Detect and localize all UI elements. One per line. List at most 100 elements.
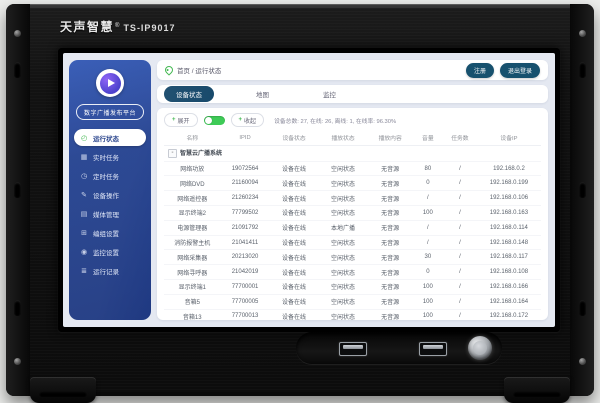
mount-slot xyxy=(14,300,21,316)
table-row: 网络采集器 20213020 设备在线 空闲状态 无音源 30/192.168.0.117 xyxy=(164,249,541,266)
table-cell: 无音源 xyxy=(367,264,413,280)
device-status-link[interactable]: 设备在线 xyxy=(269,175,319,192)
table-cell: 电源管理器 xyxy=(164,220,221,236)
mount-slot xyxy=(14,62,21,78)
model-number: TS-IP9017 xyxy=(123,23,176,33)
table-cell: 192.168.0.114 xyxy=(476,220,541,236)
menu-label: 实时任务 xyxy=(93,154,119,162)
device-status-link[interactable]: 设备在线 xyxy=(269,161,319,177)
tab-0[interactable]: 设备状态 xyxy=(164,86,214,102)
menu-icon: ◉ xyxy=(80,248,88,256)
table-cell: 20213020 xyxy=(220,249,270,266)
table-cell: 21260234 xyxy=(220,190,270,207)
sidebar-item-7[interactable]: ≣ 运行记录 xyxy=(74,262,146,279)
rack-ear-right xyxy=(570,4,594,396)
device-status-link[interactable]: 设备在线 xyxy=(269,279,319,295)
table-cell: 无音源 xyxy=(367,294,413,310)
expand-all-button[interactable]: + 展开 xyxy=(164,113,198,127)
table-cell: / xyxy=(442,264,477,280)
table-cell: 0 xyxy=(412,175,443,192)
table-cell: 192.168.0.108 xyxy=(476,264,541,280)
sidebar-item-3[interactable]: ✎ 设备操作 xyxy=(74,186,146,203)
menu-label: 运行状态 xyxy=(93,135,119,143)
rack-handle-left xyxy=(30,377,96,403)
sidebar-item-1[interactable]: ▦ 实时任务 xyxy=(74,148,146,165)
device-status-link[interactable]: 设备在线 xyxy=(269,205,319,221)
platform-name-badge: 数字广播发布平台 xyxy=(76,104,144,120)
table-cell: / xyxy=(442,294,477,310)
table-cell: 空闲状态 xyxy=(318,264,368,280)
device-status-link[interactable]: 设备在线 xyxy=(269,264,319,280)
table-cell: / xyxy=(442,235,477,251)
table-toolbar: + 展开 + 收起 设备总数: 27, 在线: 26, 离线: 1, 在线率: … xyxy=(164,113,541,127)
device-status-link[interactable]: 设备在线 xyxy=(269,309,319,320)
tabs-bar: 设备状态 地图 监控 xyxy=(157,85,548,103)
sidebar-item-0[interactable]: ◴ 运行状态 xyxy=(74,129,146,146)
table-cell: / xyxy=(412,220,443,236)
tab-1[interactable]: 地图 xyxy=(256,92,269,99)
table-row: 音箱13 77700013 设备在线 空闲状态 无音源 100/192.168.0.172 xyxy=(164,309,541,320)
table-cell: / xyxy=(442,249,477,266)
table-cell: / xyxy=(442,220,477,236)
table-cell: 100 xyxy=(412,294,443,310)
table-cell: 100 xyxy=(412,205,443,221)
table-cell: 77700001 xyxy=(220,279,270,295)
mount-slot xyxy=(579,182,586,198)
menu-label: 编组设置 xyxy=(93,230,119,238)
sidebar-item-4[interactable]: ▤ 媒体管理 xyxy=(74,205,146,222)
menu-icon: ✎ xyxy=(81,191,87,199)
table-row: 网络遥控器 21260234 设备在线 空闲状态 无音源 //192.168.0.106 xyxy=(164,190,541,207)
header-button-0[interactable]: 注册 xyxy=(465,62,494,78)
expand-label: 展开 xyxy=(177,118,190,125)
collapse-expander-icon[interactable]: - xyxy=(168,149,177,159)
device-status-link[interactable]: 设备在线 xyxy=(269,235,319,251)
table-row: 显示终端2 77799502 设备在线 空闲状态 无音源 100/192.168.0.16… xyxy=(164,205,541,221)
table-cell: 空闲状态 xyxy=(318,190,368,207)
rack-ear-left xyxy=(6,4,30,396)
table-cell: 80 xyxy=(412,161,443,177)
menu-icon: ⊞ xyxy=(81,229,87,237)
table-cell: 无音源 xyxy=(367,249,413,266)
collapse-all-button[interactable]: + 收起 xyxy=(230,113,265,127)
table-cell: 192.168.0.2 xyxy=(476,161,541,177)
table-cell: 192.168.0.106 xyxy=(476,190,541,207)
table-cell: 空闲状态 xyxy=(318,279,368,295)
table-row: 消防报警主机 21041411 设备在线 空闲状态 无音源 //192.168.0.148 xyxy=(164,235,541,251)
table-cell: 192.168.0.117 xyxy=(476,249,541,266)
device-status-link[interactable]: 设备在线 xyxy=(269,249,319,266)
menu-label: 监控设置 xyxy=(93,249,119,257)
brand-name: 天声智慧 xyxy=(60,20,115,34)
device-status-link[interactable]: 设备在线 xyxy=(269,294,319,310)
device-status-link[interactable]: 设备在线 xyxy=(269,220,319,236)
table-cell: 音箱13 xyxy=(164,309,221,320)
table-cell: 77700005 xyxy=(220,294,270,310)
power-button[interactable] xyxy=(468,336,492,360)
table-cell: 21042019 xyxy=(220,264,270,280)
column-header: 任务数 xyxy=(442,130,477,146)
menu-label: 媒体管理 xyxy=(93,211,119,219)
column-header: 播放状态 xyxy=(318,130,368,146)
device-status-link[interactable]: 设备在线 xyxy=(269,190,319,207)
table-cell: 192.168.0.164 xyxy=(476,294,541,310)
table-cell: / xyxy=(442,205,477,221)
plus-icon: + xyxy=(172,117,176,123)
sidebar-item-6[interactable]: ◉ 监控设置 xyxy=(74,243,146,260)
table-cell: 显示终端1 xyxy=(164,279,221,295)
table-cell: / xyxy=(442,309,477,320)
column-header: 设备IP xyxy=(476,130,541,146)
collapse-label: 收起 xyxy=(244,118,257,125)
table-cell: 网络采集器 xyxy=(164,249,221,266)
group-row[interactable]: - 智慧云广播系统 xyxy=(164,145,541,162)
header-button-1[interactable]: 退出登录 xyxy=(499,62,540,78)
table-cell: 无音源 xyxy=(367,161,413,177)
menu-label: 运行记录 xyxy=(93,268,119,276)
tab-2[interactable]: 监控 xyxy=(323,92,336,99)
sidebar-item-2[interactable]: ◷ 定时任务 xyxy=(74,167,146,184)
table-cell: 无音源 xyxy=(367,190,413,207)
sidebar-item-5[interactable]: ⊞ 编组设置 xyxy=(74,224,146,241)
table-cell: 网络DVD xyxy=(164,175,221,192)
online-filter-toggle[interactable] xyxy=(203,115,225,125)
main-area: 首页 / 运行状态 注册 退出登录 设备状态 地图 监控 + 展开 + 收起 xyxy=(157,60,548,320)
rack-handle-right xyxy=(504,377,570,403)
column-header: 播放内容 xyxy=(367,130,413,146)
